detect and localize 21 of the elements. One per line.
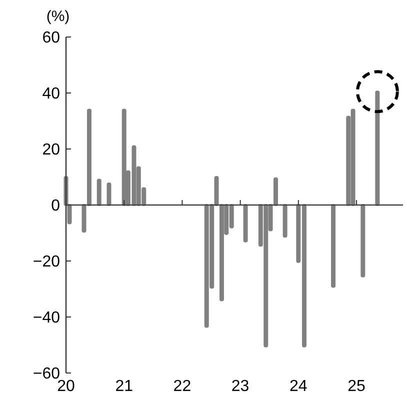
bar [106, 182, 112, 206]
x-tick-label: 21 [115, 378, 134, 395]
x-tick-label: 25 [348, 378, 366, 395]
x-tick-label: 23 [231, 378, 250, 395]
bar [331, 204, 336, 288]
bar [375, 90, 380, 206]
y-tick-label: 0 [51, 198, 60, 215]
bar [122, 108, 126, 206]
x-tick-label: 24 [290, 378, 308, 395]
y-tick-label: 20 [42, 142, 60, 159]
bar [243, 204, 248, 242]
y-tick-label: 60 [42, 30, 60, 47]
bar [96, 178, 102, 206]
x-tick-label: 20 [57, 378, 75, 395]
y-tick-label: 40 [42, 86, 60, 103]
bar [282, 204, 288, 238]
bar [360, 204, 366, 278]
y-axis-title: (%) [46, 8, 70, 25]
x-tick-label: 22 [173, 378, 192, 395]
y-tick-label: −40 [32, 310, 60, 327]
y-tick-label: −20 [32, 254, 60, 271]
